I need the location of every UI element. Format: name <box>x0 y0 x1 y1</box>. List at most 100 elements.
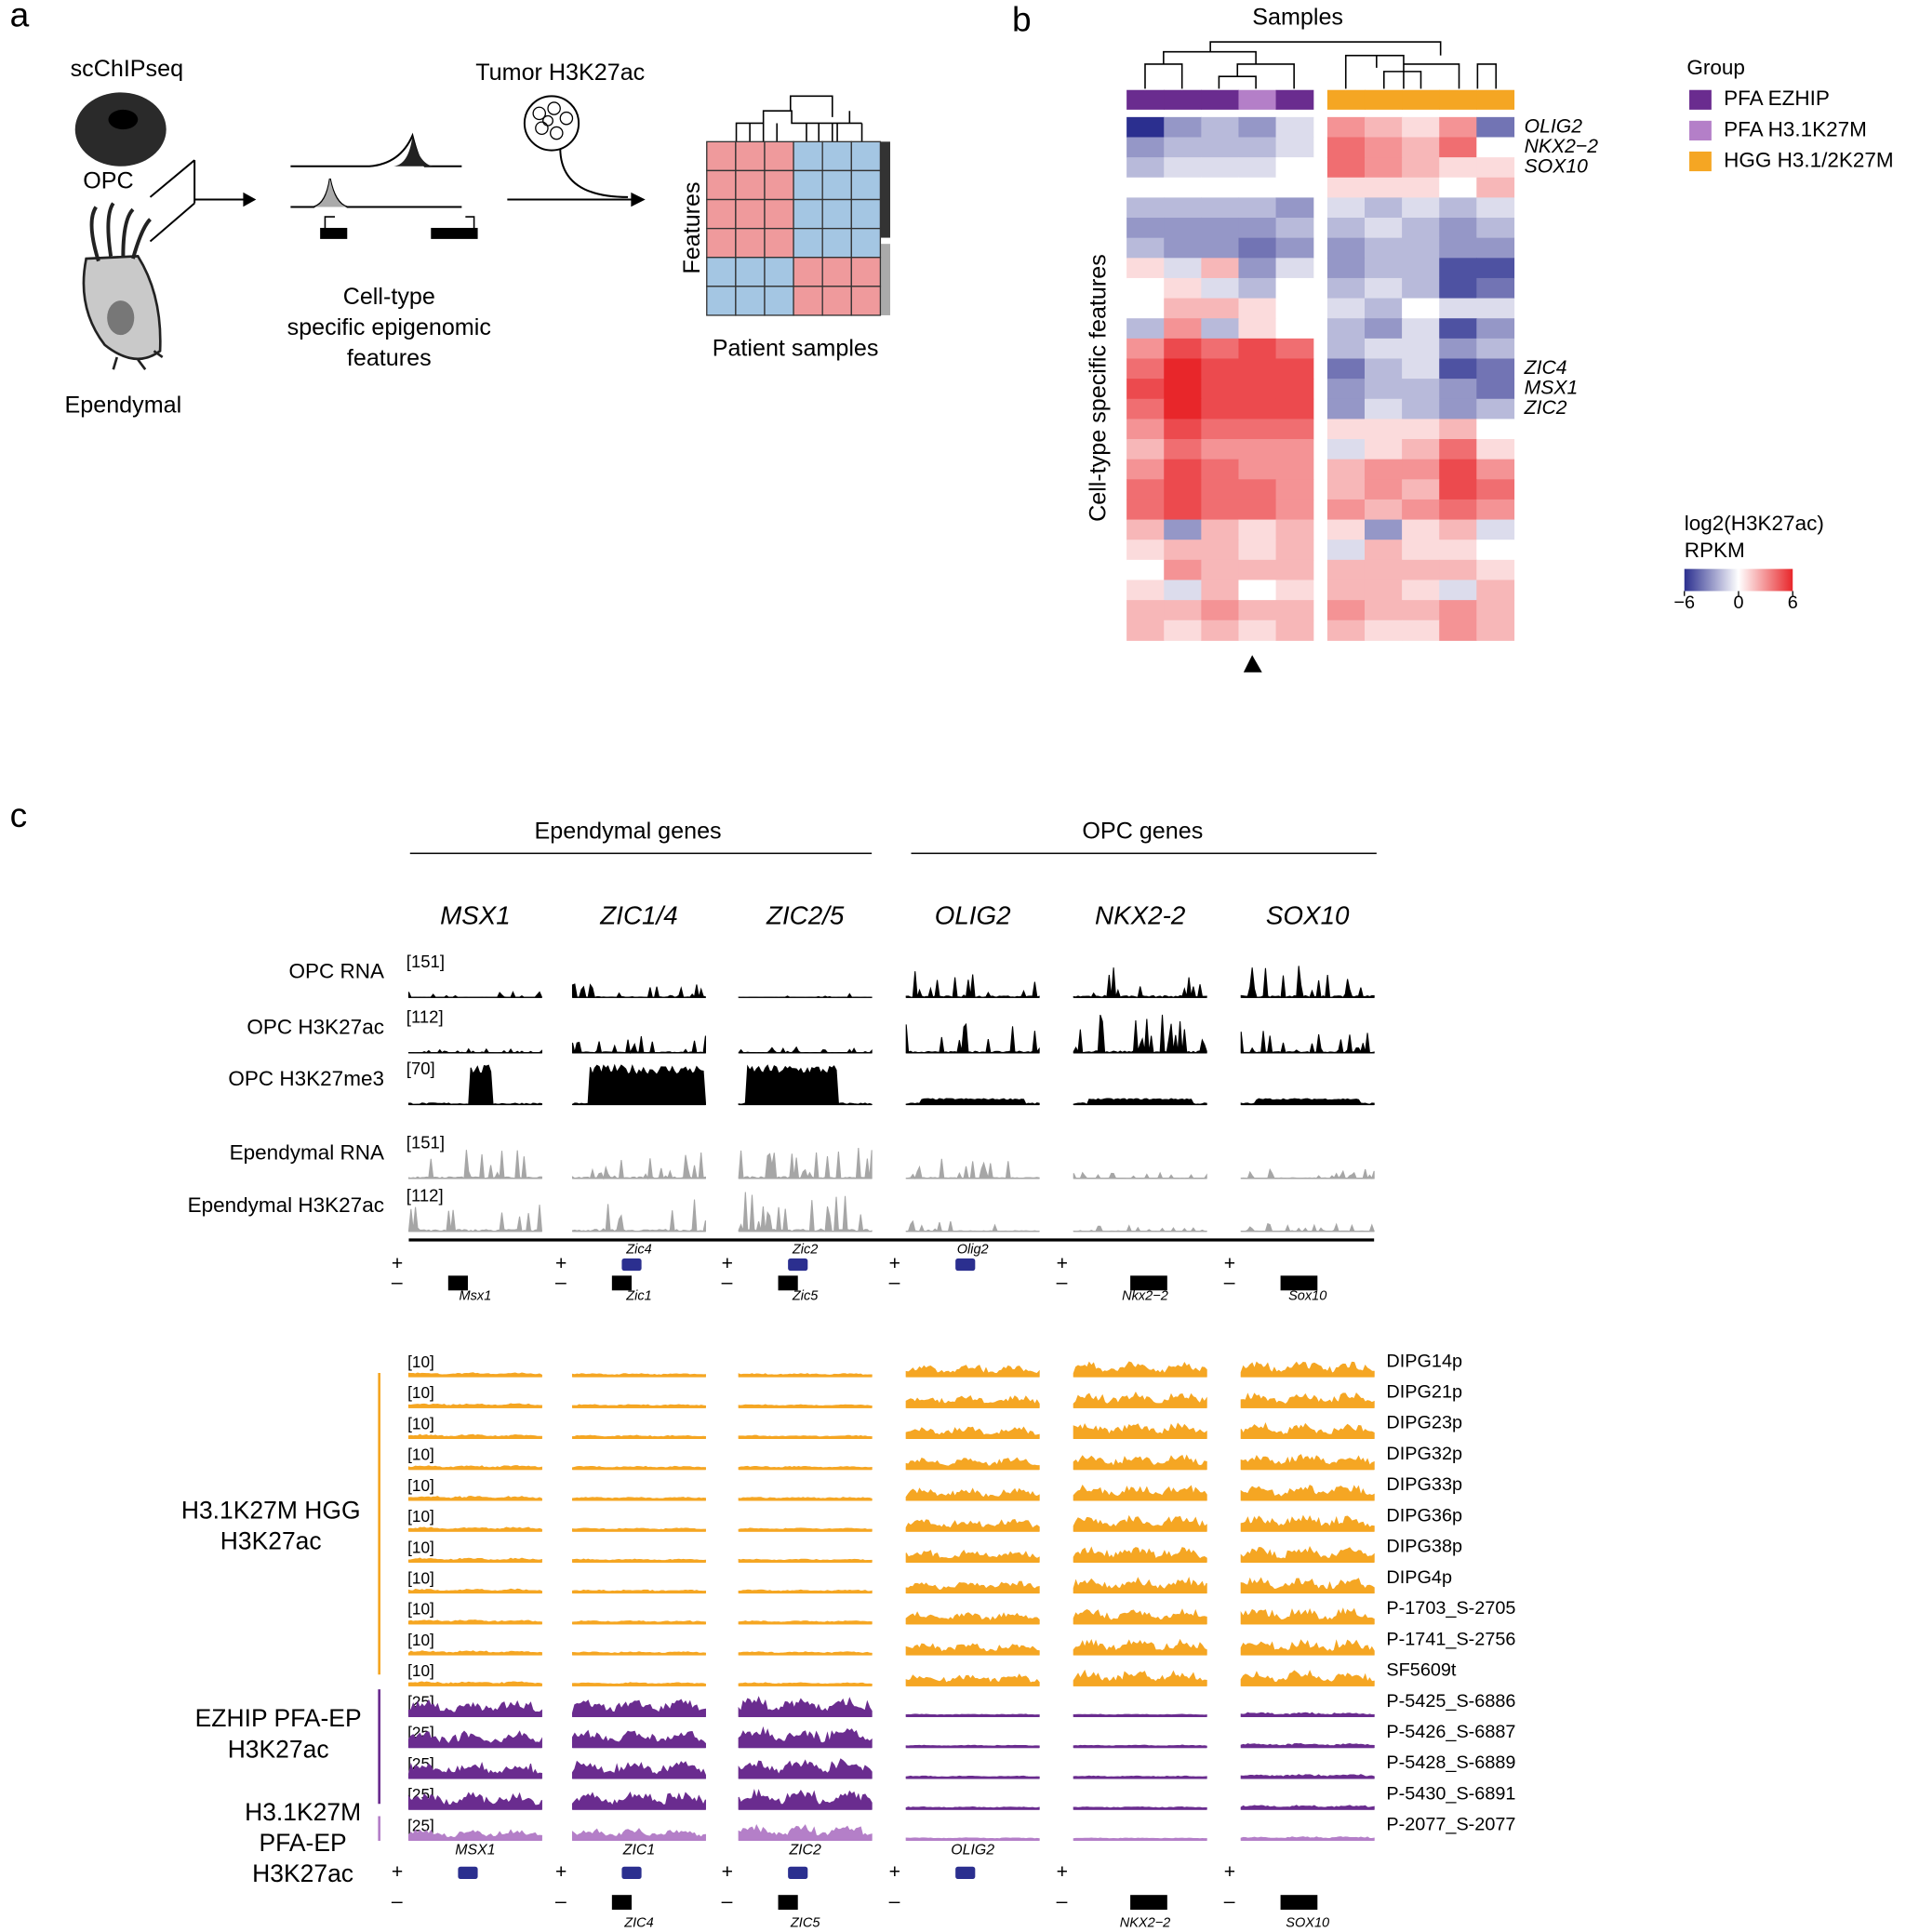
signal-track <box>407 1588 542 1594</box>
strand: + <box>889 1253 900 1274</box>
method: scChIPseq <box>71 56 183 82</box>
signal-track <box>738 1823 873 1841</box>
strand: + <box>1224 1861 1235 1883</box>
heatmap-cell <box>1439 338 1477 360</box>
heatmap-cell <box>1402 379 1440 400</box>
sample-label: DIPG38p <box>1386 1537 1462 1557</box>
gene-title: ZIC2/5 <box>766 901 845 930</box>
signal-track <box>1240 1422 1375 1439</box>
heatmap-cell <box>1364 439 1403 460</box>
gene-title: SOX10 <box>1266 901 1350 930</box>
heatmap-cell <box>1364 519 1403 540</box>
gene-annotation: SOX10 <box>1286 1915 1329 1930</box>
heatmap-cell <box>1164 379 1203 400</box>
signal-track <box>905 971 1040 998</box>
row-label: MSX1 <box>1525 378 1579 399</box>
heatmap-cell <box>1126 499 1165 521</box>
heatmap-cell <box>1364 559 1403 581</box>
heatmap-cell <box>1201 600 1240 621</box>
sample-label: DIPG33p <box>1386 1474 1462 1495</box>
axis-label: Patient samples <box>713 336 879 362</box>
heatmap-cell <box>1238 116 1277 139</box>
group-bar <box>1238 89 1277 110</box>
signal-track <box>407 1699 542 1717</box>
heatmap-cell <box>1201 218 1240 239</box>
group-label: H3K27ac <box>228 1735 329 1763</box>
heatmap-cell <box>1402 479 1440 500</box>
heatmap-cell <box>1126 157 1165 179</box>
heatmap-cell <box>1402 580 1440 601</box>
heatmap-cell <box>1275 439 1314 460</box>
signal-track <box>1240 1607 1375 1625</box>
colorbar <box>1684 568 1793 592</box>
heatmap-cell <box>1164 439 1203 460</box>
schematic-cell <box>850 286 882 316</box>
heatmap-cell <box>1439 116 1477 139</box>
signal-track <box>1240 1836 1375 1841</box>
signal-track <box>905 1365 1040 1378</box>
signal-track <box>407 1792 542 1810</box>
heatmap-cell <box>1364 398 1403 420</box>
heatmap-cell <box>1402 620 1440 641</box>
track-scale: [10] <box>407 1383 434 1402</box>
gene-annotation: OLIG2 <box>951 1843 994 1859</box>
heatmap-cell <box>1238 258 1277 279</box>
heatmap-cell <box>1201 157 1240 179</box>
heatmap-cell <box>1326 358 1366 380</box>
signal-track <box>571 1791 706 1810</box>
schematic-cell <box>793 257 823 287</box>
heatmap-cell <box>1439 600 1477 621</box>
signal-track <box>1073 1577 1207 1594</box>
signal-track <box>571 1589 706 1594</box>
group-bar <box>1126 89 1165 110</box>
signal-track <box>571 1152 706 1180</box>
strand: – <box>889 1891 900 1912</box>
strand: – <box>722 1891 733 1912</box>
heatmap-cell <box>1326 298 1366 319</box>
heatmap-cell <box>1439 479 1477 500</box>
track-label: OPC H3K27me3 <box>228 1067 384 1090</box>
heatmap-cell <box>1476 459 1515 480</box>
schematic-cell <box>850 198 882 230</box>
axis-label: Cell-type specific features <box>1086 254 1112 522</box>
signal-track <box>738 1682 873 1686</box>
heatmap-cell <box>1326 318 1366 340</box>
schematic-cell <box>793 140 823 172</box>
strand: – <box>392 1272 403 1293</box>
signal-track <box>1073 1422 1207 1439</box>
heatmap-cell <box>1164 218 1203 239</box>
heatmap-cell <box>1164 157 1203 179</box>
signal-track <box>1240 1670 1375 1686</box>
heatmap-cell <box>1439 277 1477 300</box>
heatmap-cell <box>1402 116 1440 139</box>
heatmap-cell <box>1238 177 1277 198</box>
heatmap-cell <box>1476 298 1515 319</box>
signal-track <box>1240 1454 1375 1471</box>
heatmap-cell <box>1326 197 1366 219</box>
row-label: ZIC2 <box>1524 397 1567 419</box>
heatmap-cell <box>1238 540 1277 561</box>
heatmap-cell <box>1238 298 1277 319</box>
heatmap-cell <box>1326 177 1366 198</box>
gene-group: OPC genes <box>1082 819 1203 845</box>
strand: + <box>1057 1253 1068 1274</box>
heatmap-cell <box>1402 439 1440 460</box>
signal-track <box>1073 1638 1207 1656</box>
heatmap-cell <box>1364 116 1403 139</box>
strand: + <box>555 1861 566 1883</box>
signal-track <box>905 1673 1040 1686</box>
schematic-cell <box>735 227 766 259</box>
heatmap-cell <box>1238 600 1277 621</box>
signal-track <box>1240 1392 1375 1408</box>
group-label: PFA-EP <box>260 1829 347 1857</box>
heatmap-cell <box>1275 237 1314 259</box>
signal-track <box>738 1558 873 1563</box>
heatmap-cell <box>1164 197 1203 219</box>
signal-track <box>905 1022 1040 1054</box>
strand: – <box>722 1272 733 1293</box>
signal-track <box>738 1192 873 1232</box>
heatmap-cell <box>1364 237 1403 259</box>
heatmap-cell <box>1326 137 1366 158</box>
signal-track <box>1240 1545 1375 1563</box>
group-label: EZHIP PFA-EP <box>195 1704 362 1732</box>
